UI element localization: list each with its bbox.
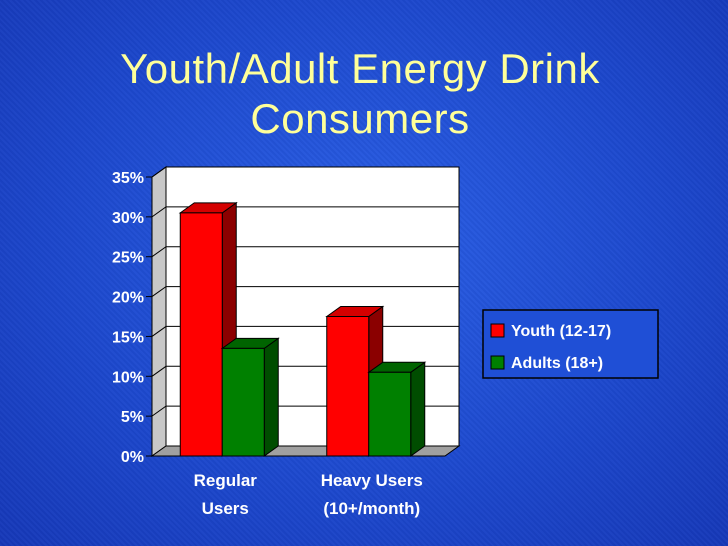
x-category-label: (10+/month) (323, 499, 420, 518)
x-category-label: Regular (194, 471, 258, 490)
y-tick-label: 30% (112, 210, 144, 227)
bar-front (179, 212, 223, 457)
y-tick-label: 25% (112, 250, 144, 267)
legend-swatch (490, 355, 505, 370)
chart-title-line-1: Youth/Adult Energy Drink (120, 45, 600, 92)
bar-side (263, 337, 279, 457)
bar-side (410, 361, 426, 457)
y-tick-label: 0% (121, 449, 144, 466)
bar-1-0 (220, 337, 280, 457)
plot-area: 0% 5% 10% 15% 20% 25% 30% 35% Regular Users Heavy … (112, 166, 461, 518)
legend-label: Adults (18+) (511, 355, 603, 372)
gridline (151, 206, 459, 218)
x-category-label: Users (202, 499, 249, 518)
gridline (151, 286, 459, 297)
legend-box (482, 309, 659, 379)
y-tick-label: 35% (112, 170, 144, 187)
y-tick-label: 10% (112, 369, 144, 386)
legend: Youth (12-17) Adults (18+) (482, 309, 659, 379)
gridline (151, 246, 459, 258)
bar-front (221, 347, 265, 457)
legend-label: Youth (12-17) (511, 323, 611, 340)
chart-title: Youth/Adult Energy Drink Consumers (60, 44, 660, 144)
y-tick-label: 15% (112, 329, 144, 346)
x-category-label: Heavy Users (321, 471, 423, 490)
chart-title-line-2: Consumers (250, 95, 470, 142)
side-wall (151, 166, 167, 457)
bar-1-1 (367, 361, 427, 457)
bar-front (368, 371, 412, 457)
legend-swatch (490, 323, 505, 338)
y-tick-label: 5% (121, 409, 144, 426)
gridline (151, 166, 459, 178)
y-tick-label: 20% (112, 290, 144, 307)
bar-front (326, 316, 370, 457)
